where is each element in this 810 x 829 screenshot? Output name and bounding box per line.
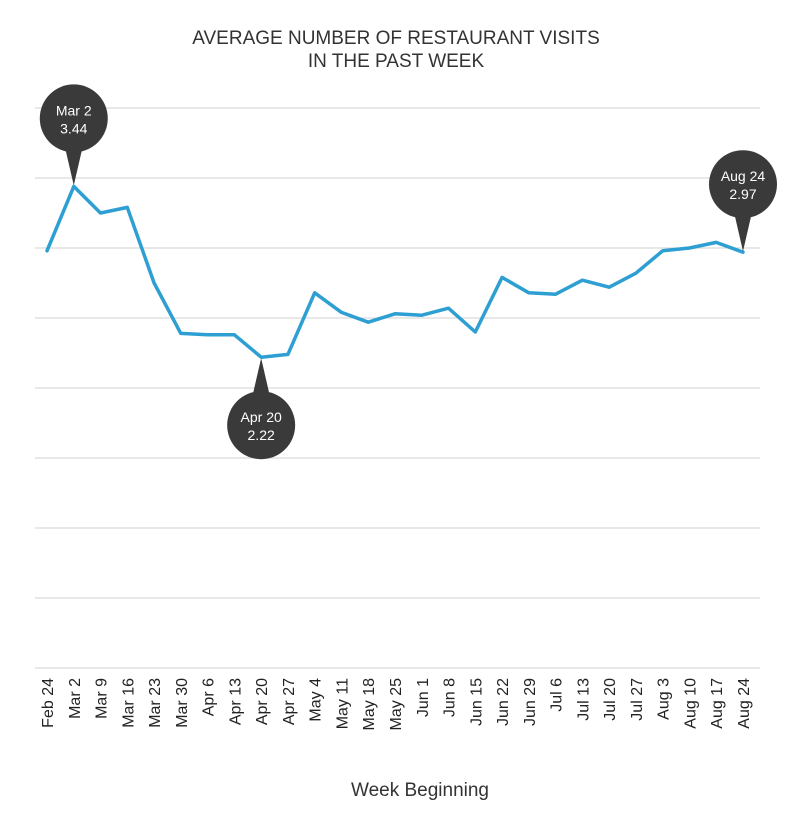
data-point — [286, 352, 290, 356]
x-tick-label: Mar 30 — [174, 678, 191, 728]
series-polyline — [45, 184, 745, 359]
callout: Aug 24 2.97 — [709, 150, 777, 252]
callouts: Mar 2 3.44 Apr 20 2.22 Aug 24 2.97 — [39, 84, 777, 460]
data-point — [393, 312, 397, 316]
callout-bubble — [227, 391, 296, 460]
x-tick-label: Feb 24 — [40, 678, 57, 728]
x-tick-label: Jun 8 — [442, 678, 459, 717]
callout-pointer — [64, 146, 83, 186]
x-tick-label: Aug 24 — [736, 678, 753, 729]
x-tick-label: Aug 17 — [709, 678, 726, 729]
data-point — [45, 249, 49, 253]
x-tick-label: Apr 20 — [254, 678, 271, 725]
data-point — [741, 250, 745, 254]
data-point — [72, 184, 76, 188]
x-tick-label: Apr 27 — [281, 678, 298, 725]
callout-pointer — [252, 358, 271, 398]
x-tick-label: May 4 — [308, 678, 325, 722]
x-tick-label: Jun 1 — [415, 678, 432, 717]
data-point — [554, 292, 558, 296]
callout-label: Aug 24 — [721, 168, 766, 184]
callout-bubble — [39, 84, 108, 153]
gridlines — [35, 107, 760, 669]
x-axis-title: Week Beginning — [351, 780, 489, 801]
x-tick-label: Jul 27 — [629, 678, 646, 721]
data-point — [500, 275, 504, 279]
x-tick-label: Mar 9 — [94, 678, 111, 719]
data-point — [634, 271, 638, 275]
data-point — [714, 240, 718, 244]
x-tick-label: May 18 — [361, 678, 378, 731]
x-tick-label: Jul 20 — [602, 678, 619, 721]
data-point — [313, 291, 317, 295]
x-tick-label: May 25 — [388, 678, 405, 731]
x-tick-label: May 11 — [334, 678, 351, 729]
callout-label: Mar 2 — [56, 102, 92, 118]
callout-pointer — [734, 212, 752, 252]
data-point — [580, 278, 584, 282]
data-point — [473, 330, 477, 334]
x-tick-label: Aug 3 — [656, 678, 673, 720]
data-point — [687, 246, 691, 250]
callout-bubble — [709, 150, 777, 219]
x-tick-label: Jun 22 — [495, 678, 512, 726]
data-point — [125, 205, 129, 209]
x-tick-label: Mar 16 — [120, 678, 137, 728]
data-point — [366, 320, 370, 324]
data-point — [179, 331, 183, 335]
callout: Mar 2 3.44 — [39, 84, 108, 186]
x-tick-label: Jun 15 — [468, 678, 485, 726]
data-point — [152, 281, 156, 285]
data-point — [447, 306, 451, 310]
data-point — [232, 333, 236, 337]
x-tick-label: Mar 2 — [67, 678, 84, 719]
data-point — [420, 313, 424, 317]
x-tick-label: Jul 13 — [575, 678, 592, 721]
x-tick-label: Apr 6 — [201, 678, 218, 716]
data-point — [259, 355, 263, 359]
x-tick-label: Jul 6 — [549, 678, 566, 712]
chart-title: AVERAGE NUMBER OF RESTAURANT VISITS IN T… — [192, 28, 600, 72]
data-point — [607, 285, 611, 289]
data-point — [661, 249, 665, 253]
chart-title-line-2: IN THE PAST WEEK — [308, 51, 485, 72]
x-tick-label: Mar 23 — [147, 678, 164, 728]
data-point — [527, 291, 531, 295]
callout-value: 2.22 — [248, 427, 275, 443]
x-tick-label: Jun 29 — [522, 678, 539, 726]
callout-label: Apr 20 — [241, 409, 282, 425]
series-line — [45, 184, 745, 359]
x-tick-labels: Feb 24 Mar 2 Mar 9 Mar 16 Mar 23 Mar 30 Apr 6 A… — [40, 678, 753, 731]
chart-title-line-1: AVERAGE NUMBER OF RESTAURANT VISITS — [192, 28, 600, 49]
data-point — [339, 310, 343, 314]
x-tick-label: Apr 13 — [227, 678, 244, 725]
callout-value: 3.44 — [60, 120, 87, 136]
callout-value: 2.97 — [729, 186, 756, 202]
data-point — [206, 333, 210, 337]
x-tick-label: Aug 10 — [682, 678, 699, 729]
callout: Apr 20 2.22 — [227, 358, 296, 460]
data-point — [99, 211, 103, 215]
